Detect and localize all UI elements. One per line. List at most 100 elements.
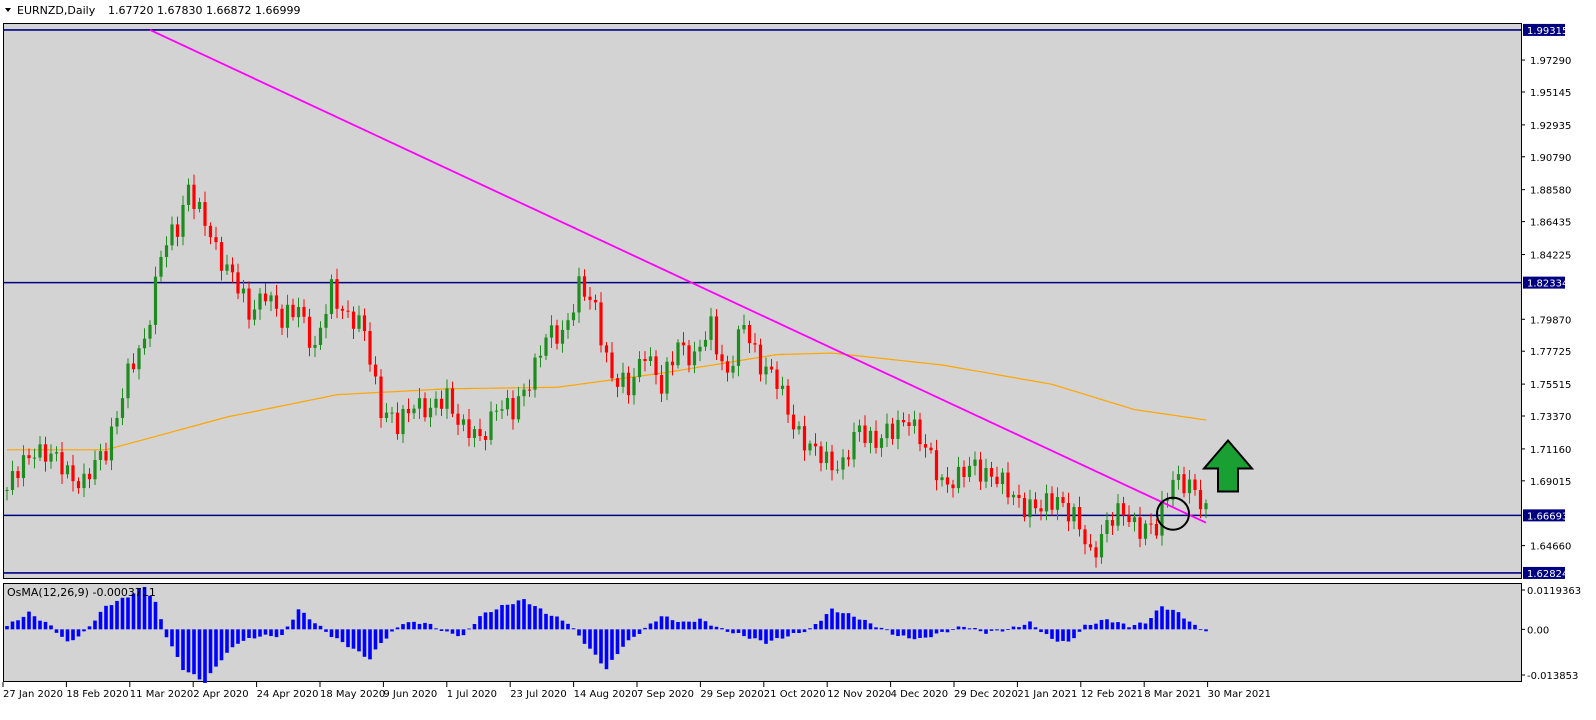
symbol-menu-icon[interactable] (5, 8, 11, 12)
osma-bar (874, 627, 878, 630)
candle-body (676, 342, 680, 366)
candle (1193, 473, 1197, 496)
candle (269, 291, 273, 312)
osma-bar (10, 621, 15, 630)
osma-bar (912, 629, 917, 640)
candle (21, 445, 26, 487)
time-tick-label: 23 Jul 2020 (510, 689, 567, 700)
candle-body (38, 444, 42, 458)
candle (736, 325, 741, 377)
candle (1072, 503, 1076, 530)
candle-body (423, 398, 427, 418)
osma-bar (274, 629, 279, 638)
candle-body (219, 242, 224, 271)
candle (164, 236, 169, 268)
candle (346, 300, 350, 319)
osma-bar (175, 629, 180, 657)
osma-bar (241, 629, 246, 641)
candle-body (54, 452, 59, 454)
osma-bar (786, 629, 790, 637)
osma-bar (467, 628, 471, 630)
candle-body (808, 443, 812, 451)
candle (1044, 484, 1049, 521)
candle (830, 444, 834, 481)
candle-body (973, 459, 977, 466)
osma-bar (38, 620, 42, 630)
osma-bar (637, 629, 642, 634)
candle-body (1165, 499, 1170, 501)
osma-bar (54, 629, 59, 633)
osma-bar (621, 629, 625, 647)
price-tick-label: 1.84225 (1530, 250, 1571, 261)
price-tick-label: 1.97290 (1530, 56, 1571, 67)
price-tick-label: 1.64660 (1530, 542, 1571, 553)
candle-body (434, 398, 438, 408)
candle-body (698, 346, 702, 352)
candle-body (522, 389, 526, 397)
osma-bar (65, 629, 70, 642)
osma-bar (1176, 612, 1181, 630)
candle (181, 195, 185, 246)
candle (1132, 512, 1137, 532)
osma-bar (527, 604, 532, 630)
candle-body (32, 457, 37, 459)
candle-body (560, 329, 565, 344)
osma-bar (802, 629, 807, 633)
osma-bar (632, 629, 636, 637)
candle (731, 355, 735, 379)
candle-body (857, 425, 862, 433)
candle (797, 421, 801, 435)
candle (929, 442, 933, 454)
candle (335, 268, 339, 319)
level-label-box (1523, 23, 1565, 36)
price-tick-label: 1.73370 (1530, 412, 1571, 423)
candle-body (1039, 508, 1043, 512)
candle-body (236, 272, 240, 294)
osma-axis: 0.0119363 0.00 -0.013853 (1521, 586, 1581, 682)
candle-body (918, 419, 922, 445)
candle (329, 274, 334, 319)
osma-bar (962, 626, 966, 630)
candle-body (1061, 497, 1065, 503)
candle (1121, 496, 1126, 526)
osma-bar (1044, 629, 1049, 635)
osma-bar (945, 629, 950, 633)
candle (852, 422, 856, 468)
osma-bar (1066, 629, 1071, 642)
candle (593, 294, 598, 311)
candle-body (643, 358, 647, 362)
candle-body (549, 325, 554, 338)
candle (467, 408, 471, 447)
candle-body (269, 295, 273, 302)
osma-bar (720, 628, 724, 630)
osma-bar (544, 613, 548, 630)
candle-body (846, 457, 851, 460)
candle (192, 174, 196, 220)
osma-bar (929, 629, 933, 638)
time-tick-label: 2 Apr 2020 (193, 689, 248, 700)
candle (203, 191, 207, 236)
candle-body (753, 343, 757, 345)
candle (835, 460, 840, 474)
osma-bar (423, 622, 427, 630)
candle (1110, 512, 1115, 536)
candle (643, 351, 647, 372)
osma-bar (456, 629, 460, 637)
price-tick-label: 1.92935 (1530, 121, 1571, 132)
candle (406, 398, 411, 423)
candle (637, 351, 642, 383)
osma-bar (181, 629, 185, 671)
candle-body (1028, 499, 1032, 518)
price-tick-label: 1.95145 (1530, 88, 1571, 99)
osma-bar (291, 619, 295, 630)
osma-bar (1022, 624, 1027, 630)
osma-bar (511, 604, 515, 630)
osma-bar (153, 601, 158, 630)
time-axis: 27 Jan 2020 18 Feb 2020 11 Mar 2020 2 Apr 2… (2, 682, 1271, 700)
osma-bar (32, 616, 37, 630)
osma-bar (1138, 622, 1142, 630)
candle-body (775, 369, 779, 389)
candle-body (648, 356, 653, 362)
candle-body (98, 451, 103, 460)
